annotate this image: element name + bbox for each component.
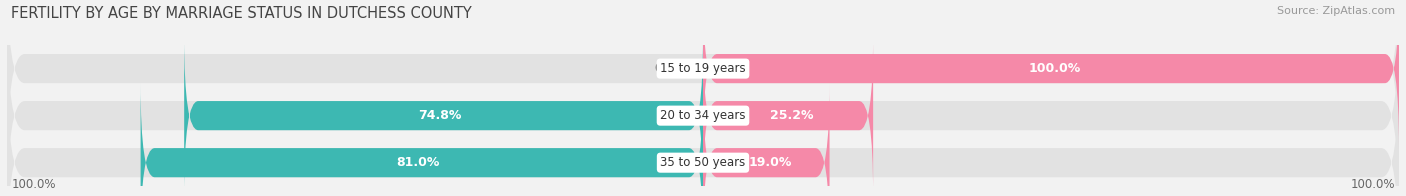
Text: 15 to 19 years: 15 to 19 years xyxy=(661,62,745,75)
FancyBboxPatch shape xyxy=(7,0,1399,172)
FancyBboxPatch shape xyxy=(141,83,703,196)
Text: 19.0%: 19.0% xyxy=(748,156,792,169)
Text: Source: ZipAtlas.com: Source: ZipAtlas.com xyxy=(1277,6,1395,16)
Text: FERTILITY BY AGE BY MARRIAGE STATUS IN DUTCHESS COUNTY: FERTILITY BY AGE BY MARRIAGE STATUS IN D… xyxy=(11,6,472,21)
Text: 35 to 50 years: 35 to 50 years xyxy=(661,156,745,169)
Text: 100.0%: 100.0% xyxy=(1028,62,1081,75)
Text: 0.0%: 0.0% xyxy=(654,62,689,75)
Text: 100.0%: 100.0% xyxy=(11,178,56,191)
FancyBboxPatch shape xyxy=(703,83,830,196)
FancyBboxPatch shape xyxy=(703,36,873,195)
FancyBboxPatch shape xyxy=(184,36,703,195)
Text: 81.0%: 81.0% xyxy=(396,156,440,169)
Text: 74.8%: 74.8% xyxy=(419,109,461,122)
Text: 100.0%: 100.0% xyxy=(1350,178,1395,191)
Text: 25.2%: 25.2% xyxy=(770,109,813,122)
FancyBboxPatch shape xyxy=(7,13,1399,196)
FancyBboxPatch shape xyxy=(7,60,1399,196)
Text: 20 to 34 years: 20 to 34 years xyxy=(661,109,745,122)
FancyBboxPatch shape xyxy=(703,0,1399,148)
